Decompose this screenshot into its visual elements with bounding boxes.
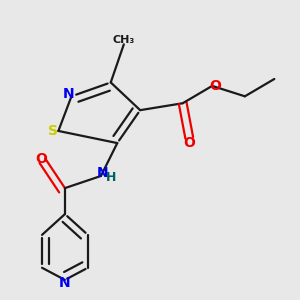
Text: S: S <box>47 124 58 138</box>
Text: N: N <box>63 86 75 100</box>
Text: O: O <box>183 136 195 150</box>
Text: O: O <box>209 79 221 93</box>
Text: H: H <box>106 171 116 184</box>
Text: N: N <box>59 276 71 290</box>
Text: CH₃: CH₃ <box>113 35 135 45</box>
Text: O: O <box>35 152 47 166</box>
Text: N: N <box>97 166 108 179</box>
